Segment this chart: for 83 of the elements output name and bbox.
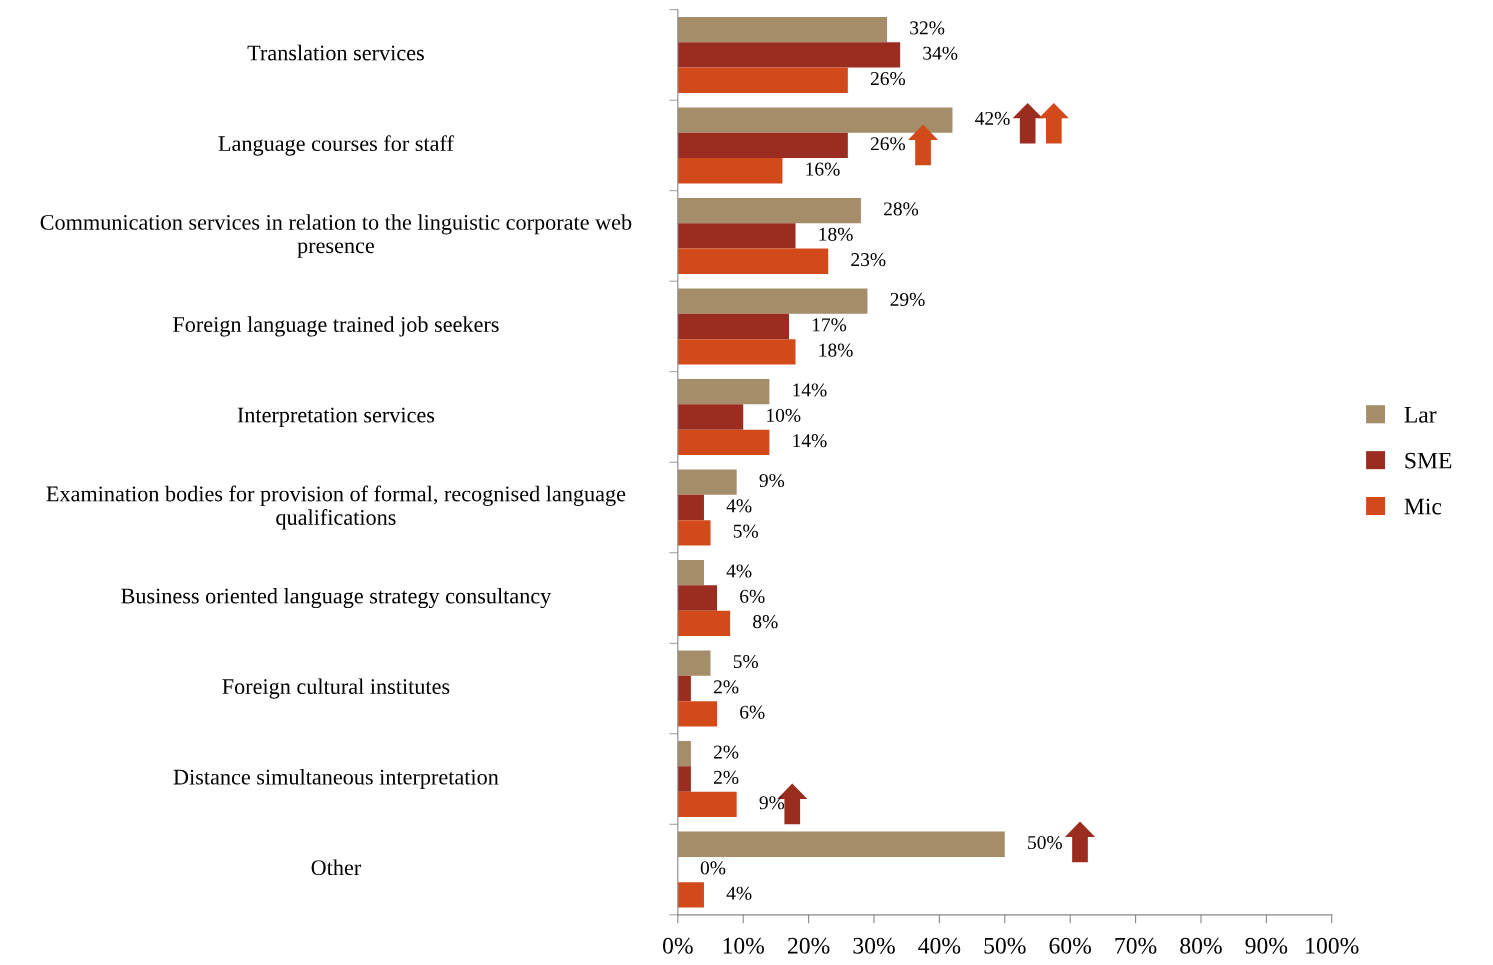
bar bbox=[677, 67, 848, 93]
bar bbox=[677, 429, 770, 455]
data-label: 5% bbox=[733, 654, 758, 669]
bar bbox=[677, 741, 691, 767]
data-label: 4% bbox=[726, 564, 752, 578]
data-label: 18% bbox=[819, 343, 853, 357]
bar bbox=[677, 831, 1005, 857]
data-label: 0% bbox=[700, 861, 726, 875]
bar bbox=[677, 766, 691, 792]
bar bbox=[677, 248, 829, 274]
x-tick-label: 20% bbox=[788, 937, 830, 954]
data-label: 5% bbox=[733, 524, 758, 538]
y-tick-label: Language courses for staff bbox=[218, 135, 454, 156]
x-tick-label: 50% bbox=[984, 937, 1026, 954]
bar bbox=[677, 42, 901, 68]
data-label: 26% bbox=[870, 72, 906, 86]
y-tick-label: Foreign cultural institutes bbox=[222, 678, 450, 699]
data-label: 32% bbox=[910, 21, 945, 35]
data-label: 4% bbox=[726, 499, 752, 513]
data-label: 9% bbox=[759, 473, 785, 488]
bar bbox=[677, 288, 868, 314]
x-tick-label: 100% bbox=[1306, 937, 1359, 954]
data-label: 2% bbox=[713, 680, 739, 694]
data-label: 16% bbox=[806, 162, 840, 176]
bar bbox=[677, 882, 704, 908]
y-tick-label: Communication services in relation to the linguistic corporate web presence bbox=[40, 214, 632, 258]
x-tick-label: 70% bbox=[1115, 937, 1157, 954]
bar bbox=[677, 791, 737, 818]
x-tick-label: 30% bbox=[853, 937, 895, 954]
x-tick-label: 0% bbox=[662, 937, 693, 954]
bar bbox=[677, 132, 848, 159]
data-label: 34% bbox=[923, 46, 958, 60]
y-tick-label: Foreign language trained job seekers bbox=[173, 316, 499, 337]
data-label: 4% bbox=[726, 886, 752, 900]
bar bbox=[677, 339, 796, 365]
data-label: 17% bbox=[812, 318, 847, 332]
bar bbox=[677, 494, 704, 521]
data-label: 14% bbox=[793, 434, 827, 448]
data-label: 18% bbox=[819, 227, 853, 241]
data-label: 14% bbox=[793, 383, 827, 397]
x-tick-label: 40% bbox=[918, 937, 961, 954]
bar bbox=[677, 107, 953, 133]
data-label: 50% bbox=[1028, 835, 1062, 850]
data-label: 9% bbox=[759, 796, 785, 810]
data-label: 29% bbox=[890, 292, 925, 307]
y-tick-label: Distance simultaneous interpretation bbox=[173, 768, 499, 790]
bar bbox=[677, 520, 711, 546]
data-label: 23% bbox=[851, 253, 886, 267]
data-label: 2% bbox=[713, 745, 739, 759]
bar bbox=[677, 650, 711, 676]
data-label: 28% bbox=[884, 202, 919, 216]
data-label: 10% bbox=[767, 408, 801, 422]
bar bbox=[677, 585, 718, 611]
bar bbox=[677, 16, 888, 43]
bar bbox=[677, 559, 704, 586]
y-tick-label: Translation services bbox=[247, 44, 424, 61]
bar bbox=[677, 378, 770, 405]
bar bbox=[677, 223, 796, 249]
legend-label: Mic bbox=[1404, 498, 1442, 515]
x-tick-label: 90% bbox=[1245, 937, 1288, 954]
data-label: 42% bbox=[975, 111, 1010, 126]
y-tick-label: Other bbox=[311, 859, 362, 876]
data-label: 2% bbox=[713, 770, 739, 784]
bar bbox=[677, 701, 718, 727]
legend-label: Lar bbox=[1404, 407, 1437, 423]
x-tick-label: 80% bbox=[1180, 937, 1222, 954]
bar bbox=[677, 158, 783, 184]
y-tick-label: Examination bodies for provision of formal, recognised language qualifications bbox=[46, 485, 626, 530]
legend-label: SME bbox=[1405, 452, 1452, 469]
bar bbox=[677, 610, 731, 637]
y-tick-label: Interpretation services bbox=[237, 407, 435, 428]
data-label: 6% bbox=[740, 589, 765, 603]
x-tick-label: 60% bbox=[1049, 937, 1092, 954]
bar bbox=[677, 469, 737, 495]
data-label: 8% bbox=[753, 615, 778, 629]
bar bbox=[677, 197, 861, 224]
bar bbox=[677, 675, 691, 702]
data-label: 6% bbox=[740, 705, 765, 719]
bar bbox=[677, 404, 744, 430]
x-tick-label: 10% bbox=[723, 937, 765, 954]
bar bbox=[677, 313, 789, 340]
data-label: 26% bbox=[870, 137, 906, 151]
y-tick-label: Business oriented language strategy consultancy bbox=[121, 587, 552, 609]
